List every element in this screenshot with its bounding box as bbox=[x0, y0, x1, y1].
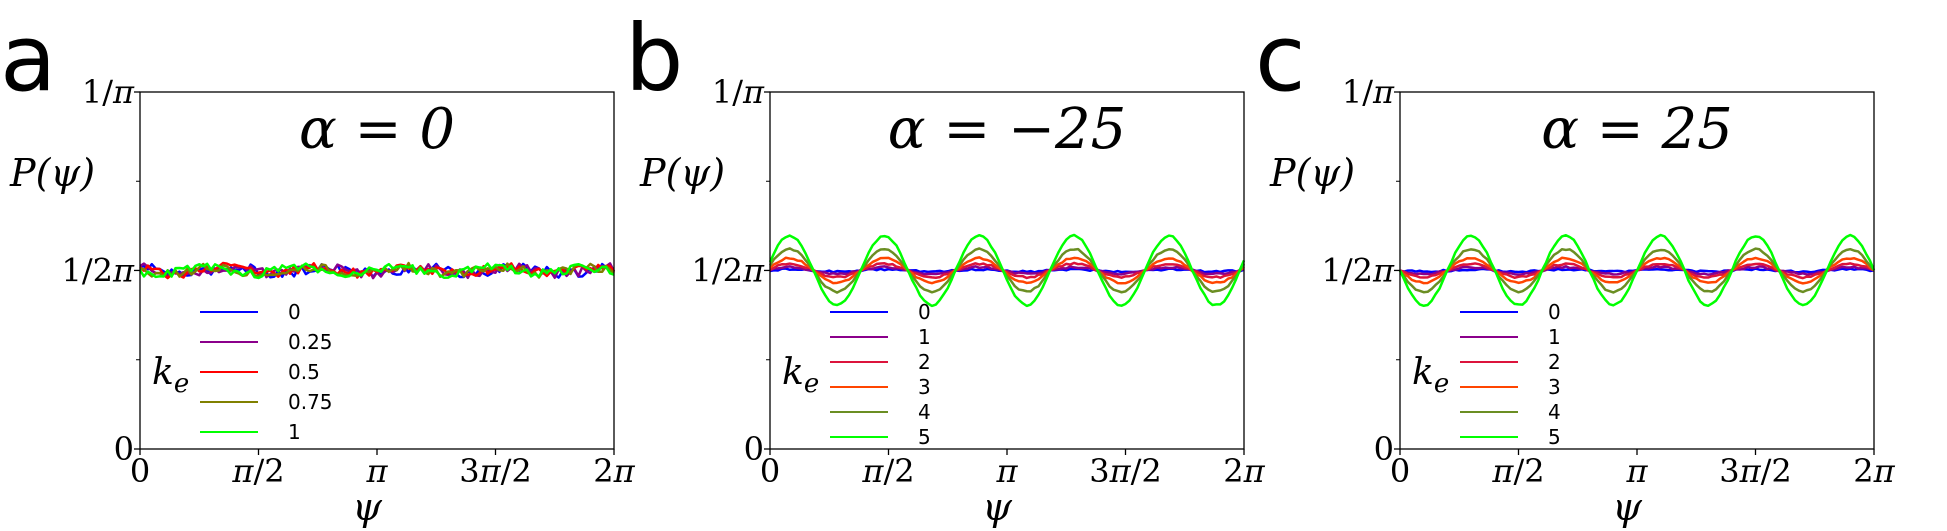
legend-entry-label: 0.5 bbox=[288, 360, 320, 384]
legend-entry-label: 0 bbox=[288, 300, 301, 324]
x-tick-label: π bbox=[1625, 452, 1648, 490]
x-tick-label: π bbox=[365, 452, 388, 490]
panel-letter: b bbox=[625, 5, 683, 112]
series-group bbox=[1398, 233, 1876, 308]
y-tick-label: 1/π bbox=[82, 73, 135, 111]
legend-entry-label: 4 bbox=[918, 400, 931, 424]
x-tick-label: 2π bbox=[593, 452, 635, 490]
y-tick-label: 0 bbox=[744, 430, 764, 468]
legend-entry-label: 1 bbox=[288, 420, 301, 444]
legend: 0 0.25 0.5 0.75 1 ke bbox=[152, 300, 333, 444]
y-axis-label: P(ψ) bbox=[9, 151, 95, 195]
legend-entry-label: 1 bbox=[1548, 325, 1561, 349]
chart-title: α = 0 bbox=[299, 97, 455, 162]
x-tick-label: π bbox=[995, 452, 1018, 490]
series-group bbox=[138, 261, 616, 280]
panel-letter: a bbox=[0, 5, 56, 112]
x-tick-label: 2π bbox=[1853, 452, 1895, 490]
legend-entry-label: 0 bbox=[1548, 300, 1561, 324]
y-tick-label: 0 bbox=[114, 430, 134, 468]
series-line-5 bbox=[768, 233, 1246, 308]
x-tick-label: 2π bbox=[1223, 452, 1265, 490]
series-line-1 bbox=[138, 262, 615, 280]
legend-entry-label: 0 bbox=[918, 300, 931, 324]
legend-title: ke bbox=[1412, 352, 1449, 399]
chart-title: α = −25 bbox=[888, 97, 1127, 162]
legend-entry-label: 3 bbox=[918, 375, 931, 399]
y-tick-label: 1/2π bbox=[691, 251, 765, 289]
legend-entry-label: 2 bbox=[1548, 350, 1561, 374]
chart-title: α = 25 bbox=[1541, 97, 1733, 162]
y-tick-label: 1/2π bbox=[61, 251, 135, 289]
legend-entry-label: 0.25 bbox=[288, 330, 333, 354]
x-tick-label: π/2 bbox=[861, 452, 914, 490]
x-tick-label: 3π/2 bbox=[1089, 452, 1162, 490]
x-tick-label: 0 bbox=[130, 452, 150, 490]
y-tick-label: 0 bbox=[1374, 430, 1394, 468]
legend-entry-label: 5 bbox=[918, 425, 931, 449]
y-axis-label: P(ψ) bbox=[639, 151, 725, 195]
x-tick-label: 3π/2 bbox=[459, 452, 532, 490]
x-axis-label: ψ bbox=[352, 485, 383, 529]
series-line-4 bbox=[768, 247, 1246, 294]
x-tick-label: π/2 bbox=[1491, 452, 1544, 490]
panel-a: a α = 0 P(ψ) ψ 0 0.25 0.5 0.75 1 ke bbox=[0, 5, 616, 529]
legend-entry-label: 1 bbox=[918, 325, 931, 349]
legend-entry-label: 3 bbox=[1548, 375, 1561, 399]
x-tick-label: 0 bbox=[1390, 452, 1410, 490]
x-tick-label: 0 bbox=[760, 452, 780, 490]
x-tick-label: 3π/2 bbox=[1719, 452, 1792, 490]
series-line-3 bbox=[769, 256, 1245, 285]
legend-entry-label: 2 bbox=[918, 350, 931, 374]
legend-entry-label: 0.75 bbox=[288, 390, 333, 414]
x-tick-label: π/2 bbox=[231, 452, 284, 490]
legend-title: ke bbox=[782, 352, 819, 399]
series-group bbox=[768, 233, 1246, 308]
panel-letter: c bbox=[1255, 5, 1306, 112]
legend-title: ke bbox=[152, 352, 189, 399]
y-tick-label: 1/π bbox=[1342, 73, 1395, 111]
y-tick-label: 1/π bbox=[712, 73, 765, 111]
y-axis-label: P(ψ) bbox=[1269, 151, 1355, 195]
y-tick-label: 1/2π bbox=[1321, 251, 1395, 289]
legend-entry-label: 4 bbox=[1548, 400, 1561, 424]
x-axis-label: ψ bbox=[982, 485, 1013, 529]
legend-entry-label: 5 bbox=[1548, 425, 1561, 449]
series-line-5 bbox=[1398, 233, 1876, 308]
x-axis-label: ψ bbox=[1612, 485, 1643, 529]
